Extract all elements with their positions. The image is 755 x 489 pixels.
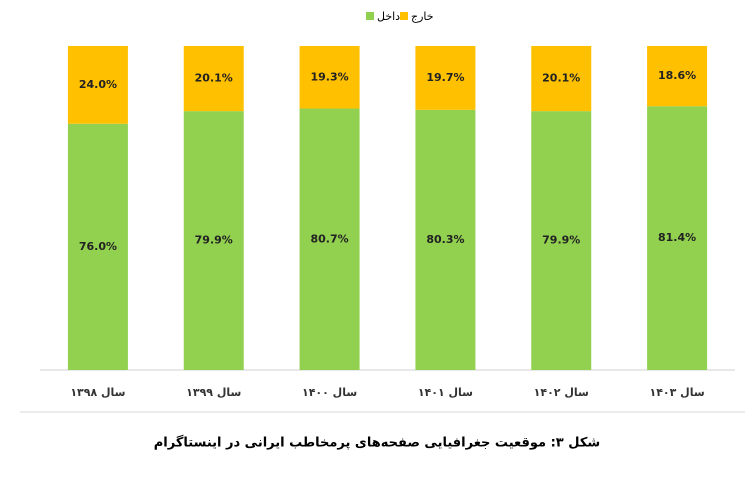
value-label: 20.1% <box>195 72 233 85</box>
x-tick-label: سال ۱۴۰۱ <box>418 386 473 399</box>
bar-segment <box>647 106 708 370</box>
bar-segment <box>67 123 128 370</box>
value-label: 19.7% <box>426 71 464 84</box>
bar-segment <box>299 108 360 371</box>
bar-segment <box>67 46 128 124</box>
legend-label: داخل <box>377 10 400 23</box>
legend-label: خارج <box>411 10 434 23</box>
value-label: 81.4% <box>658 231 696 244</box>
bar-segment <box>647 46 708 107</box>
value-label: 79.9% <box>542 234 580 247</box>
value-label: 19.3% <box>310 70 348 83</box>
x-tick-label: سال ۱۴۰۲ <box>534 386 589 399</box>
bar-segment <box>531 46 592 112</box>
bar-segment <box>183 46 244 112</box>
caption: شکل ۳: موقعیت جغرافیایی صفحه‌های پرمخاطب… <box>154 435 600 451</box>
x-tick-label: سال ۱۴۰۰ <box>302 386 357 399</box>
value-label: 76.0% <box>79 240 117 253</box>
value-label: 80.3% <box>426 233 464 246</box>
value-label: 80.7% <box>310 232 348 245</box>
x-tick-label: سال ۱۳۹۸ <box>70 386 125 399</box>
value-label: 18.6% <box>658 69 696 82</box>
value-label: 20.1% <box>542 72 580 85</box>
value-label: 24.0% <box>79 78 117 91</box>
legend-swatch <box>400 12 408 20</box>
value-label: 79.9% <box>195 234 233 247</box>
bar-segment <box>531 111 592 371</box>
x-tick-label: سال ۱۴۰۳ <box>649 386 704 399</box>
bar-segment <box>415 109 476 370</box>
x-tick-label: سال ۱۳۹۹ <box>186 386 241 399</box>
bar-segment <box>183 111 244 371</box>
bar-segment <box>299 46 360 109</box>
bar-segment <box>415 46 476 110</box>
legend-swatch <box>366 12 374 20</box>
